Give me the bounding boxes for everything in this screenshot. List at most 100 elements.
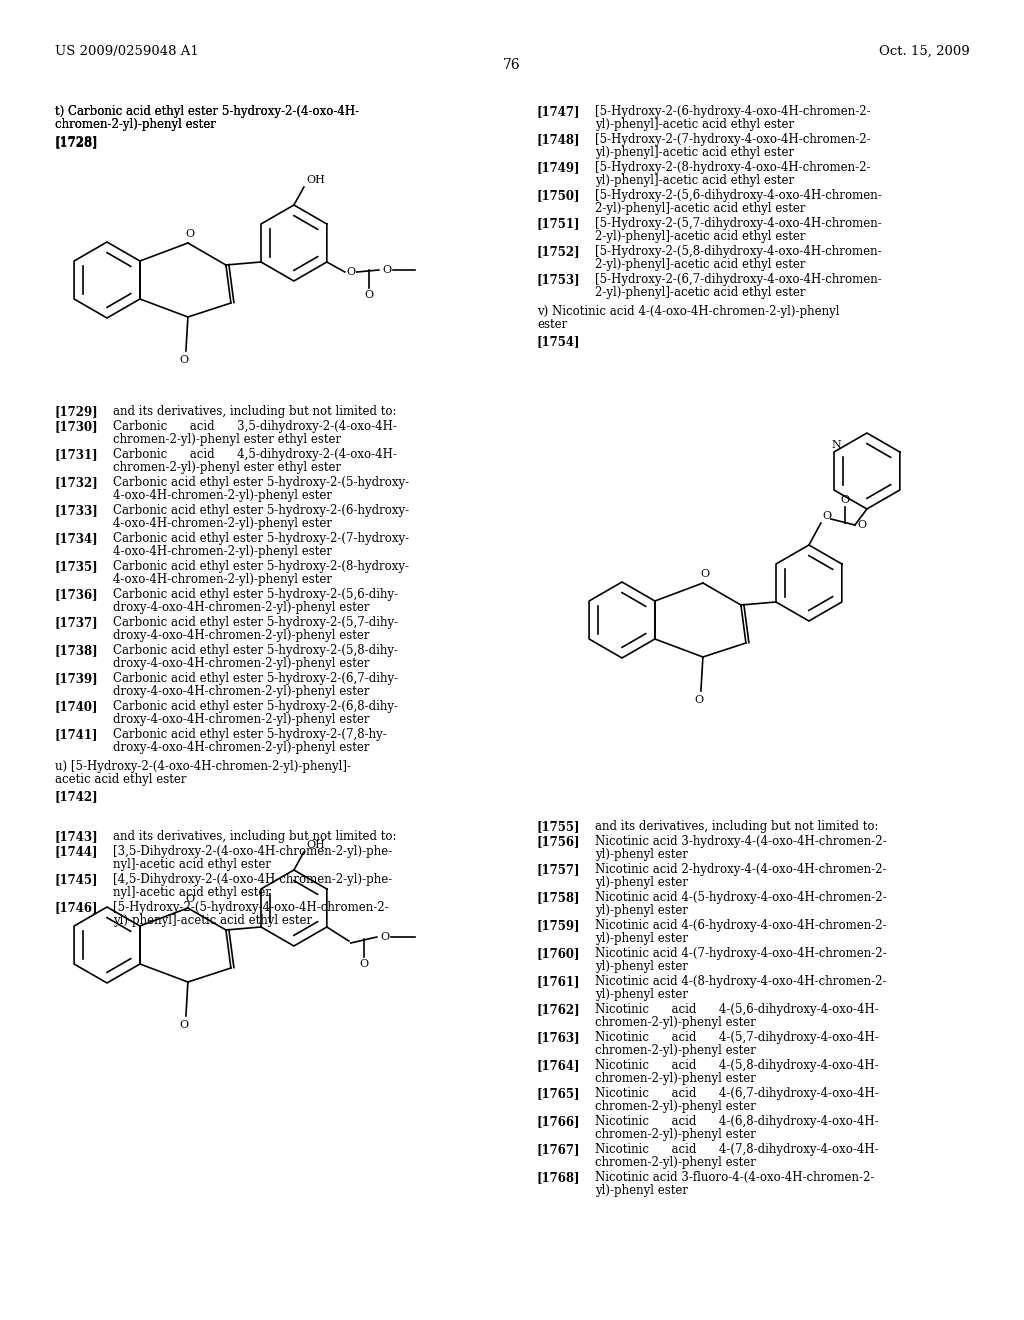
Text: t) Carbonic acid ethyl ester 5-hydroxy-2-(4-oxo-4H-: t) Carbonic acid ethyl ester 5-hydroxy-2… — [55, 106, 359, 117]
Text: yl)-phenyl ester: yl)-phenyl ester — [595, 960, 688, 973]
Text: [1738]: [1738] — [55, 644, 98, 657]
Text: [1743]: [1743] — [55, 830, 98, 843]
Text: yl)-phenyl]-acetic acid ethyl ester: yl)-phenyl]-acetic acid ethyl ester — [595, 147, 795, 158]
Text: O: O — [857, 520, 866, 531]
Text: Carbonic acid ethyl ester 5-hydroxy-2-(5-hydroxy-: Carbonic acid ethyl ester 5-hydroxy-2-(5… — [113, 477, 410, 488]
Text: 2-yl)-phenyl]-acetic acid ethyl ester: 2-yl)-phenyl]-acetic acid ethyl ester — [595, 286, 806, 300]
Text: [1753]: [1753] — [537, 273, 581, 286]
Text: t) Carbonic acid ethyl ester 5-hydroxy-2-(4-oxo-4H-: t) Carbonic acid ethyl ester 5-hydroxy-2… — [55, 106, 359, 117]
Text: N: N — [831, 440, 841, 450]
Text: Carbonic acid ethyl ester 5-hydroxy-2-(5,6-dihy-: Carbonic acid ethyl ester 5-hydroxy-2-(5… — [113, 587, 398, 601]
Text: yl)-phenyl ester: yl)-phenyl ester — [595, 847, 688, 861]
Text: yl)-phenyl]-acetic acid ethyl ester: yl)-phenyl]-acetic acid ethyl ester — [595, 174, 795, 187]
Text: [1748]: [1748] — [537, 133, 581, 147]
Text: [1745]: [1745] — [55, 873, 98, 886]
Text: [1747]: [1747] — [537, 106, 581, 117]
Text: US 2009/0259048 A1: US 2009/0259048 A1 — [55, 45, 199, 58]
Text: [1733]: [1733] — [55, 504, 98, 517]
Text: v) Nicotinic acid 4-(4-oxo-4H-chromen-2-yl)-phenyl: v) Nicotinic acid 4-(4-oxo-4H-chromen-2-… — [537, 305, 840, 318]
Text: chromen-2-yl)-phenyl ester ethyl ester: chromen-2-yl)-phenyl ester ethyl ester — [113, 433, 341, 446]
Text: [1746]: [1746] — [55, 902, 98, 913]
Text: [1755]: [1755] — [537, 820, 581, 833]
Text: Nicotinic      acid      4-(6,8-dihydroxy-4-oxo-4H-: Nicotinic acid 4-(6,8-dihydroxy-4-oxo-4H… — [595, 1115, 879, 1129]
Text: [1757]: [1757] — [537, 863, 581, 876]
Text: [1737]: [1737] — [55, 616, 98, 630]
Text: nyl]-acetic acid ethyl ester: nyl]-acetic acid ethyl ester — [113, 886, 271, 899]
Text: O: O — [185, 894, 195, 904]
Text: 2-yl)-phenyl]-acetic acid ethyl ester: 2-yl)-phenyl]-acetic acid ethyl ester — [595, 230, 806, 243]
Text: [5-Hydroxy-2-(6-hydroxy-4-oxo-4H-chromen-2-: [5-Hydroxy-2-(6-hydroxy-4-oxo-4H-chromen… — [595, 106, 870, 117]
Text: 2-yl)-phenyl]-acetic acid ethyl ester: 2-yl)-phenyl]-acetic acid ethyl ester — [595, 257, 806, 271]
Text: Oct. 15, 2009: Oct. 15, 2009 — [880, 45, 970, 58]
Text: [1765]: [1765] — [537, 1086, 581, 1100]
Text: Nicotinic      acid      4-(7,8-dihydroxy-4-oxo-4H-: Nicotinic acid 4-(7,8-dihydroxy-4-oxo-4H… — [595, 1143, 879, 1156]
Text: O: O — [822, 511, 831, 521]
Text: chromen-2-yl)-phenyl ester: chromen-2-yl)-phenyl ester — [595, 1100, 756, 1113]
Text: droxy-4-oxo-4H-chromen-2-yl)-phenyl ester: droxy-4-oxo-4H-chromen-2-yl)-phenyl este… — [113, 713, 370, 726]
Text: chromen-2-yl)-phenyl ester: chromen-2-yl)-phenyl ester — [595, 1129, 756, 1140]
Text: Nicotinic      acid      4-(5,6-dihydroxy-4-oxo-4H-: Nicotinic acid 4-(5,6-dihydroxy-4-oxo-4H… — [595, 1003, 879, 1016]
Text: 76: 76 — [503, 58, 521, 73]
Text: [1768]: [1768] — [537, 1171, 581, 1184]
Text: [1729]: [1729] — [55, 405, 98, 418]
Text: [1767]: [1767] — [537, 1143, 581, 1156]
Text: Nicotinic acid 4-(7-hydroxy-4-oxo-4H-chromen-2-: Nicotinic acid 4-(7-hydroxy-4-oxo-4H-chr… — [595, 946, 887, 960]
Text: u) [5-Hydroxy-2-(4-oxo-4H-chromen-2-yl)-phenyl]-: u) [5-Hydroxy-2-(4-oxo-4H-chromen-2-yl)-… — [55, 760, 351, 774]
Text: [1750]: [1750] — [537, 189, 581, 202]
Text: Carbonic acid ethyl ester 5-hydroxy-2-(5,8-dihy-: Carbonic acid ethyl ester 5-hydroxy-2-(5… — [113, 644, 398, 657]
Text: [5-Hydroxy-2-(7-hydroxy-4-oxo-4H-chromen-2-: [5-Hydroxy-2-(7-hydroxy-4-oxo-4H-chromen… — [595, 133, 870, 147]
Text: chromen-2-yl)-phenyl ester ethyl ester: chromen-2-yl)-phenyl ester ethyl ester — [113, 461, 341, 474]
Text: droxy-4-oxo-4H-chromen-2-yl)-phenyl ester: droxy-4-oxo-4H-chromen-2-yl)-phenyl este… — [113, 741, 370, 754]
Text: O: O — [383, 265, 392, 275]
Text: [1758]: [1758] — [537, 891, 581, 904]
Text: yl)-phenyl ester: yl)-phenyl ester — [595, 876, 688, 888]
Text: Nicotinic acid 3-fluoro-4-(4-oxo-4H-chromen-2-: Nicotinic acid 3-fluoro-4-(4-oxo-4H-chro… — [595, 1171, 874, 1184]
Text: [1762]: [1762] — [537, 1003, 581, 1016]
Text: [1744]: [1744] — [55, 845, 98, 858]
Text: Nicotinic acid 4-(5-hydroxy-4-oxo-4H-chromen-2-: Nicotinic acid 4-(5-hydroxy-4-oxo-4H-chr… — [595, 891, 887, 904]
Text: Carbonic      acid      3,5-dihydroxy-2-(4-oxo-4H-: Carbonic acid 3,5-dihydroxy-2-(4-oxo-4H- — [113, 420, 397, 433]
Text: Nicotinic      acid      4-(5,7-dihydroxy-4-oxo-4H-: Nicotinic acid 4-(5,7-dihydroxy-4-oxo-4H… — [595, 1031, 879, 1044]
Text: [1739]: [1739] — [55, 672, 98, 685]
Text: Nicotinic      acid      4-(6,7-dihydroxy-4-oxo-4H-: Nicotinic acid 4-(6,7-dihydroxy-4-oxo-4H… — [595, 1086, 879, 1100]
Text: chromen-2-yl)-phenyl ester: chromen-2-yl)-phenyl ester — [595, 1072, 756, 1085]
Text: [1756]: [1756] — [537, 836, 581, 847]
Text: O: O — [381, 932, 390, 942]
Text: Carbonic acid ethyl ester 5-hydroxy-2-(7,8-hy-: Carbonic acid ethyl ester 5-hydroxy-2-(7… — [113, 729, 387, 741]
Text: chromen-2-yl)-phenyl ester: chromen-2-yl)-phenyl ester — [595, 1044, 756, 1057]
Text: [1766]: [1766] — [537, 1115, 581, 1129]
Text: [1749]: [1749] — [537, 161, 581, 174]
Text: [1760]: [1760] — [537, 946, 581, 960]
Text: [1751]: [1751] — [537, 216, 581, 230]
Text: [5-Hydroxy-2-(5-hydroxy-4-oxo-4H-chromen-2-: [5-Hydroxy-2-(5-hydroxy-4-oxo-4H-chromen… — [113, 902, 389, 913]
Text: [1732]: [1732] — [55, 477, 98, 488]
Text: [5-Hydroxy-2-(5,7-dihydroxy-4-oxo-4H-chromen-: [5-Hydroxy-2-(5,7-dihydroxy-4-oxo-4H-chr… — [595, 216, 882, 230]
Text: [1763]: [1763] — [537, 1031, 581, 1044]
Text: [1754]: [1754] — [537, 335, 581, 348]
Text: O: O — [841, 495, 850, 506]
Text: [1735]: [1735] — [55, 560, 98, 573]
Text: acetic acid ethyl ester: acetic acid ethyl ester — [55, 774, 186, 785]
Text: droxy-4-oxo-4H-chromen-2-yl)-phenyl ester: droxy-4-oxo-4H-chromen-2-yl)-phenyl este… — [113, 601, 370, 614]
Text: O: O — [694, 696, 703, 705]
Text: Carbonic      acid      4,5-dihydroxy-2-(4-oxo-4H-: Carbonic acid 4,5-dihydroxy-2-(4-oxo-4H- — [113, 447, 397, 461]
Text: 2-yl)-phenyl]-acetic acid ethyl ester: 2-yl)-phenyl]-acetic acid ethyl ester — [595, 202, 806, 215]
Text: O: O — [359, 960, 369, 969]
Text: droxy-4-oxo-4H-chromen-2-yl)-phenyl ester: droxy-4-oxo-4H-chromen-2-yl)-phenyl este… — [113, 657, 370, 671]
Text: Nicotinic acid 3-hydroxy-4-(4-oxo-4H-chromen-2-: Nicotinic acid 3-hydroxy-4-(4-oxo-4H-chr… — [595, 836, 887, 847]
Text: droxy-4-oxo-4H-chromen-2-yl)-phenyl ester: droxy-4-oxo-4H-chromen-2-yl)-phenyl este… — [113, 685, 370, 698]
Text: [1734]: [1734] — [55, 532, 98, 545]
Text: [1761]: [1761] — [537, 975, 581, 987]
Text: O: O — [347, 267, 356, 277]
Text: chromen-2-yl)-phenyl ester: chromen-2-yl)-phenyl ester — [55, 117, 216, 131]
Text: [1728]: [1728] — [55, 136, 98, 149]
Text: Carbonic acid ethyl ester 5-hydroxy-2-(7-hydroxy-: Carbonic acid ethyl ester 5-hydroxy-2-(7… — [113, 532, 410, 545]
Text: [1759]: [1759] — [537, 919, 581, 932]
Text: Carbonic acid ethyl ester 5-hydroxy-2-(6-hydroxy-: Carbonic acid ethyl ester 5-hydroxy-2-(6… — [113, 504, 410, 517]
Text: and its derivatives, including but not limited to:: and its derivatives, including but not l… — [113, 830, 396, 843]
Text: Carbonic acid ethyl ester 5-hydroxy-2-(5,7-dihy-: Carbonic acid ethyl ester 5-hydroxy-2-(5… — [113, 616, 398, 630]
Text: [1741]: [1741] — [55, 729, 98, 741]
Text: 4-oxo-4H-chromen-2-yl)-phenyl ester: 4-oxo-4H-chromen-2-yl)-phenyl ester — [113, 517, 332, 531]
Text: [1742]: [1742] — [55, 789, 98, 803]
Text: 4-oxo-4H-chromen-2-yl)-phenyl ester: 4-oxo-4H-chromen-2-yl)-phenyl ester — [113, 488, 332, 502]
